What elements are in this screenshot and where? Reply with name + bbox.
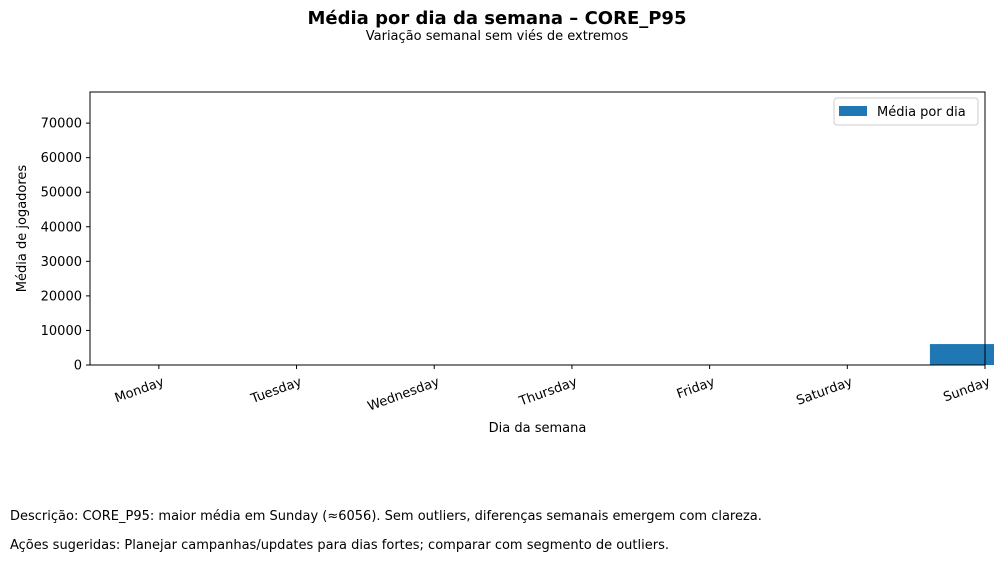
y-tick-label: 70000 <box>41 117 82 132</box>
y-tick-label: 10000 <box>41 324 82 339</box>
y-tick-label: 20000 <box>41 289 82 304</box>
x-axis-label: Dia da semana <box>489 421 587 436</box>
description-note: Descrição: CORE_P95: maior média em Sund… <box>10 509 762 524</box>
x-tick-label-tuesday: Tuesday <box>248 375 304 408</box>
y-tick-label: 60000 <box>41 151 82 166</box>
suggested-actions-note: Ações sugeridas: Planejar campanhas/upda… <box>10 538 669 553</box>
bar-sunday <box>929 344 994 365</box>
x-tick-label-monday: Monday <box>113 375 167 407</box>
y-tick-label: 30000 <box>41 255 82 270</box>
y-tick-label: 0 <box>74 359 82 374</box>
x-tick-label-friday: Friday <box>675 375 717 403</box>
legend-box <box>833 97 979 126</box>
y-axis-label: Média de jogadores <box>15 165 30 293</box>
x-tick-label-saturday: Saturday <box>794 375 854 409</box>
x-tick-label-wednesday: Wednesday <box>366 375 442 415</box>
x-tick-label-sunday: Sunday <box>942 375 993 406</box>
x-tick-label-thursday: Thursday <box>516 375 579 410</box>
legend-swatch <box>839 106 867 116</box>
chart-subtitle: Variação semanal sem viés de extremos <box>365 29 629 44</box>
plot-frame <box>89 91 986 366</box>
y-tick-label: 50000 <box>41 186 82 201</box>
chart-title: Média por dia da semana – CORE_P95 <box>307 8 687 29</box>
bar-chart: 0 10000 20000 30000 40000 50000 60000 70000 Mond… <box>15 91 994 436</box>
legend-label: Média por dia <box>877 105 966 120</box>
y-tick-label: 40000 <box>41 220 82 235</box>
